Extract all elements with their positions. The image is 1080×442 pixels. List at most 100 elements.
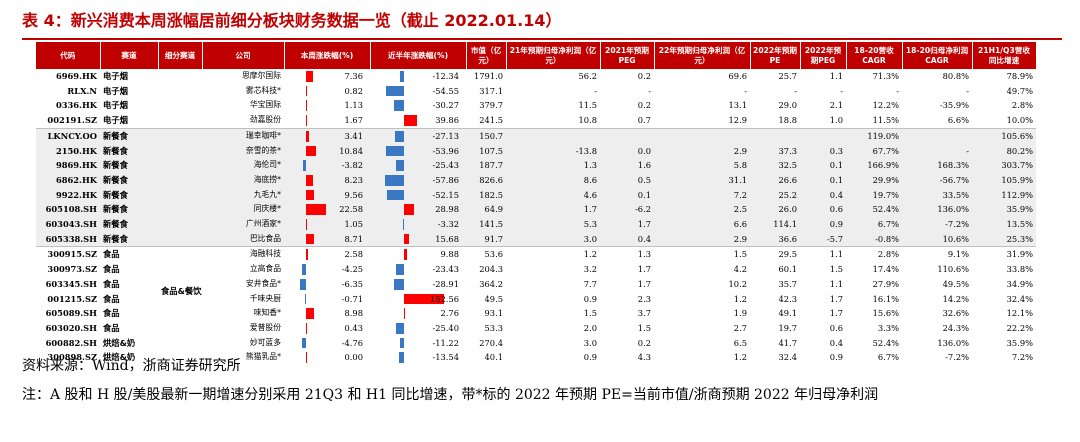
peg-2022	[800, 127, 846, 144]
sector: 新餐食	[100, 187, 158, 203]
week-change-cell: 8.98	[284, 306, 370, 321]
market-cap: 204.3	[479, 264, 503, 275]
revenue-growth: 22.2%	[1006, 322, 1033, 333]
pe-2022: 32.4	[778, 352, 797, 363]
revenue-cagr: 52.4%	[872, 337, 899, 348]
market-cap: 53.6	[466, 246, 506, 263]
half-year-change-bar	[394, 278, 404, 290]
peg-2022: -5.7	[800, 231, 846, 247]
half-year-change-value: -52.15	[432, 189, 459, 200]
header-cell: 21H1/Q3营收同比增速	[972, 42, 1037, 69]
company-name: 广州酒家*	[202, 217, 284, 232]
market-cap: 53.3	[484, 322, 503, 333]
revenue-cagr: 2.8%	[846, 246, 902, 263]
net-profit-cagr: 10.6%	[902, 231, 972, 247]
peg-2021: 1.3	[600, 246, 654, 263]
stock-code: 603020.SH	[45, 322, 97, 333]
sector: 新餐食	[100, 127, 158, 144]
revenue-growth: 49.7%	[1006, 85, 1033, 96]
half-year-change-value: 28.98	[435, 204, 459, 215]
sector: 食品	[103, 293, 120, 304]
stock-code: 001215.SZ	[47, 293, 97, 304]
header-cell: 18-20营收CAGR	[846, 42, 903, 69]
half-year-change-bar	[404, 308, 405, 319]
net-profit-2021: 56.2	[578, 71, 597, 81]
subsector-label: 食品&餐饮工业化	[158, 246, 202, 336]
half-year-change-value: -13.54	[432, 352, 459, 363]
net-profit-2022: 10.2	[728, 278, 747, 289]
market-cap: 91.7	[466, 231, 506, 247]
pe-2022: 18.8	[778, 115, 797, 126]
pe-2022: 36.6	[750, 231, 800, 247]
revenue-cagr: 12.2%	[872, 100, 899, 111]
subsector-empty	[158, 336, 202, 351]
sector: 新餐食	[100, 231, 158, 247]
week-change-bar	[306, 308, 314, 319]
net-profit-2021: -	[594, 85, 597, 96]
half-year-change-cell: -11.22	[370, 336, 466, 351]
sector: 烘焙&奶	[103, 337, 136, 348]
net-profit-2021: 11.5	[578, 100, 597, 111]
peg-2021: 0.2	[637, 337, 651, 348]
net-profit-2022: 69.6	[728, 71, 747, 81]
company-name: 海伦司*	[202, 158, 284, 173]
sector: 电子烟	[103, 115, 128, 126]
net-profit-2022: 13.1	[728, 100, 747, 111]
table-row: 6862.HK 新餐食 海底捞* 8.23 -57.86 826.6 8.6 0.5 31.1 2…	[36, 172, 1036, 188]
stock-code: RLX.N	[67, 85, 97, 96]
sector: 电子烟	[103, 100, 128, 111]
week-change-value: 0.82	[344, 85, 363, 96]
peg-2022: 2.1	[829, 100, 843, 111]
peg-2022: 1.0	[829, 115, 843, 126]
sector: 烘焙&奶	[103, 352, 136, 363]
subsector-empty	[158, 69, 202, 84]
table-body: 6969.HK 电子烟 思摩尔国际 7.36 -12.34 1791.0 56.2 0.2 69…	[36, 69, 1036, 365]
table-row: 0336.HK 电子烟 华宝国际 1.13 -30.27 379.7 11.5 0.2 13.1…	[36, 98, 1036, 113]
week-change-value: 3.41	[344, 130, 363, 141]
stock-code: 603043.SH	[36, 217, 100, 232]
week-change-cell: 0.82	[284, 84, 370, 99]
market-cap: 93.1	[484, 308, 503, 319]
net-profit-cagr: 136.0%	[937, 337, 969, 348]
net-profit-2022: 2.5	[654, 202, 750, 218]
week-change-bar	[301, 337, 306, 349]
net-profit-cagr: 9.1%	[902, 246, 972, 263]
net-profit-2022: 1.5	[654, 246, 750, 263]
week-change-cell: 1.67	[284, 113, 370, 128]
peg-2022: 0.4	[829, 337, 843, 348]
net-profit-2021: 1.7	[506, 202, 600, 218]
pe-2022: 49.1	[778, 308, 797, 319]
week-change-bar	[306, 352, 307, 364]
subsector-empty	[158, 127, 202, 144]
half-year-change-value: 2.76	[440, 308, 459, 319]
week-change-cell: 2.58	[284, 246, 370, 263]
sector: 电子烟	[103, 71, 128, 81]
half-year-change-value: -28.91	[432, 278, 459, 289]
net-profit-cagr: 6.6%	[947, 115, 969, 126]
stock-code: 6969.HK	[55, 71, 97, 81]
net-profit-cagr: 136.0%	[902, 202, 972, 218]
half-year-change-value: -30.27	[432, 100, 459, 111]
revenue-cagr: 71.3%	[872, 71, 899, 81]
company-name: 瑞幸咖啡*	[202, 127, 284, 144]
week-change-bar	[302, 264, 306, 275]
revenue-cagr: 166.9%	[846, 158, 902, 173]
net-profit-2021: 3.2	[583, 264, 597, 275]
week-change-value: -4.25	[341, 264, 363, 275]
pe-2022: 35.7	[778, 278, 797, 289]
revenue-growth: 35.9%	[1006, 337, 1033, 348]
sector: 新餐食	[100, 158, 158, 173]
half-year-change-cell: -3.32	[370, 217, 466, 232]
revenue-cagr: 11.5%	[872, 115, 899, 126]
net-profit-2022: 2.9	[654, 231, 750, 247]
subsector-empty	[158, 202, 202, 218]
net-profit-2022	[654, 127, 750, 144]
net-profit-cagr: 24.3%	[942, 322, 969, 333]
week-change-cell: 1.05	[284, 217, 370, 232]
market-cap: 40.1	[484, 352, 503, 363]
half-year-change-cell: -52.15	[370, 187, 466, 203]
half-year-change-value: -27.13	[432, 130, 459, 141]
header-cell: 公司	[202, 42, 285, 69]
week-change-cell: 8.23	[284, 172, 370, 188]
half-year-change-bar	[393, 100, 404, 112]
